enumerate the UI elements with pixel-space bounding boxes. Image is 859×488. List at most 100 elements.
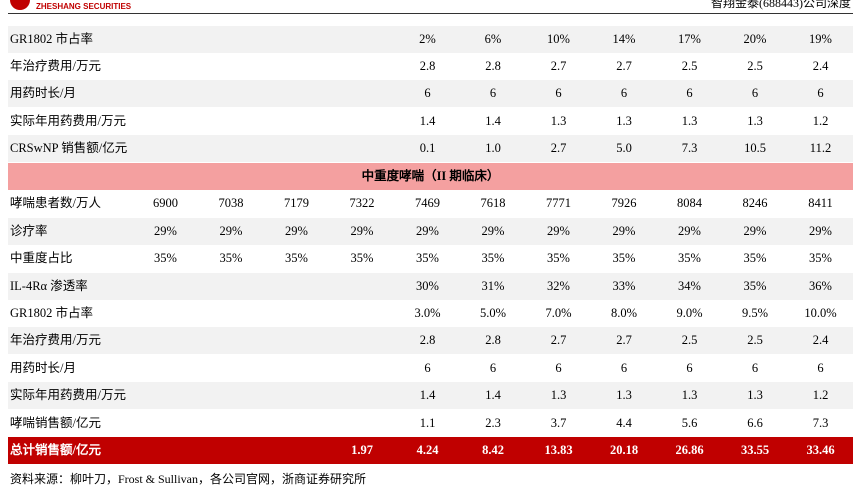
table-cell: 1.2 — [812, 388, 829, 403]
table-cell: 35% — [678, 251, 701, 266]
table-cell: 2.7 — [550, 58, 567, 73]
table-cell: 2.8 — [419, 333, 436, 348]
table-cell: 7926 — [611, 196, 637, 211]
table-cell: 8.42 — [482, 443, 504, 458]
table-cell: 35% — [612, 251, 636, 266]
table-cell: 35% — [809, 251, 832, 266]
table-cell: 2.5 — [747, 333, 763, 348]
row-label: CRSwNP 销售额/亿元 — [10, 141, 128, 156]
table-row: 年治疗费用/万元 2.8 2.8 2.7 2.7 2.5 2.5 2.4 — [8, 52, 853, 80]
table-cell: 5.0 — [616, 141, 632, 156]
table-cell: 1.3 — [616, 388, 632, 403]
header-rule — [8, 13, 853, 14]
table-cell: 6 — [424, 360, 431, 375]
row-label: 哮喘患者数/万人 — [10, 196, 101, 211]
table-cell: 6900 — [153, 196, 178, 211]
table-row: 实际年用药费用/万元 1.4 1.4 1.3 1.3 1.3 1.3 1.2 — [8, 107, 853, 135]
table-cell: 1.4 — [419, 113, 436, 128]
table-cell: 29% — [678, 223, 701, 238]
table-cell: 2.8 — [485, 333, 501, 348]
table-cell: 20% — [743, 31, 767, 46]
table-cell: 33.46 — [806, 443, 835, 458]
table-cell: 6 — [751, 360, 759, 375]
table-cell: 19% — [809, 31, 832, 46]
table-cell: 31% — [481, 278, 505, 293]
row-label: 中重度占比 — [10, 251, 73, 266]
table-row: GR1802 市占率 3.0% 5.0% 7.0% 8.0% 9.0% 9.5% 10.0% — [8, 300, 853, 327]
row-label: 哮喘销售额/亿元 — [10, 415, 101, 430]
table-cell: 4.24 — [416, 443, 439, 458]
table-cell: 10% — [547, 31, 570, 46]
table-cell: 29% — [809, 223, 832, 238]
table-cell: 33.55 — [740, 443, 770, 458]
table-row: 用药时长/月 6 6 6 6 6 6 6 — [8, 354, 853, 382]
table-cell: 6% — [484, 31, 502, 46]
table-cell: 29% — [547, 223, 570, 238]
table-cell: 13.83 — [544, 443, 573, 458]
row-label: 实际年用药费用/万元 — [10, 113, 126, 128]
table-cell: 6 — [489, 86, 497, 101]
logo-text: ZHESHANG SECURITIES — [36, 2, 132, 11]
table-cell: 1.4 — [419, 388, 436, 403]
table-cell: 2.7 — [616, 58, 632, 73]
row-label: 诊疗率 — [10, 223, 48, 238]
table-row: GR1802 市占率 2% 6% 10% 14% 17% 20% 19% — [8, 25, 853, 53]
report-title: 智翔金泰(688443)公司深度 — [711, 0, 851, 10]
table-cell: 35% — [285, 251, 308, 266]
row-label: 用药时长/月 — [10, 360, 76, 375]
logo-mark — [10, 0, 30, 10]
table-cell: 1.1 — [419, 415, 436, 430]
table-row: 诊疗率 29% 29% 29% 29% 29% 29% 29% 29% 29% 29% 29% — [8, 217, 853, 245]
table-cell: 30% — [416, 278, 439, 293]
table-cell: 3.0% — [414, 306, 441, 320]
table-cell: 1.0 — [485, 141, 501, 156]
table-cell: 7038 — [218, 196, 244, 211]
table-cell: 2.7 — [550, 333, 567, 348]
table-cell: 1.3 — [681, 113, 698, 128]
table-cell: 1.3 — [616, 113, 632, 128]
table-cell: 7.3 — [812, 415, 829, 430]
row-label: GR1802 市占率 — [10, 31, 93, 46]
table-cell: 35% — [219, 251, 243, 266]
table-cell: 35% — [416, 251, 439, 266]
row-label: 年治疗费用/万元 — [10, 333, 101, 348]
table-cell: 6 — [424, 86, 431, 101]
table-cell: 1.4 — [485, 388, 501, 403]
table-cell: 1.3 — [747, 113, 763, 128]
table-cell: 29% — [481, 223, 505, 238]
table-cell: 1.3 — [747, 388, 763, 403]
table-cell: 6 — [555, 86, 562, 101]
table-cell: 2.4 — [812, 58, 829, 73]
table-cell: 7179 — [284, 196, 309, 211]
table-cell: 35% — [547, 251, 570, 266]
table-cell: 7618 — [480, 196, 506, 211]
table-cell: 26.86 — [675, 443, 704, 458]
table-cell: 8084 — [677, 196, 702, 211]
table-cell: 10.0% — [804, 306, 837, 320]
table-cell: 2.8 — [419, 58, 436, 73]
table-row: 中重度占比 35% 35% 35% 35% 35% 35% 35% 35% 35% 35% 35% — [8, 245, 853, 273]
table-cell: 35% — [743, 278, 767, 293]
table-cell: 17% — [678, 31, 701, 46]
table-cell: 6 — [817, 360, 824, 375]
row-label: GR1802 市占率 — [10, 306, 93, 320]
table-row: CRSwNP 销售额/亿元 0.1 1.0 2.7 5.0 7.3 10.5 11.2 — [8, 135, 853, 163]
table-cell: 0.1 — [419, 141, 436, 156]
table-cell: 6 — [817, 86, 824, 101]
table-cell: 7771 — [546, 196, 571, 211]
table-cell: 10.5 — [744, 141, 766, 156]
table-cell: 6 — [686, 360, 693, 375]
table-cell: 9.5% — [741, 306, 769, 320]
table-cell: 6 — [751, 86, 759, 101]
table-cell: 6 — [555, 360, 562, 375]
table-cell: 4.4 — [616, 415, 632, 430]
table-cell: 29% — [219, 223, 243, 238]
total-row: 总计销售额/亿元 1.97 4.24 8.42 13.83 20.18 26.86 33.55… — [8, 437, 853, 465]
table-row: 年治疗费用/万元 2.8 2.8 2.7 2.7 2.5 2.5 2.4 — [8, 327, 853, 355]
table-cell: 35% — [481, 251, 505, 266]
table-cell: 36% — [809, 278, 832, 293]
table-cell: 3.7 — [550, 415, 567, 430]
table-cell: 1.3 — [550, 388, 567, 403]
table-cell: 34% — [678, 278, 701, 293]
table-row: IL-4Rα 渗透率 30% 31% 32% 33% 34% 35% 36% — [8, 272, 853, 300]
